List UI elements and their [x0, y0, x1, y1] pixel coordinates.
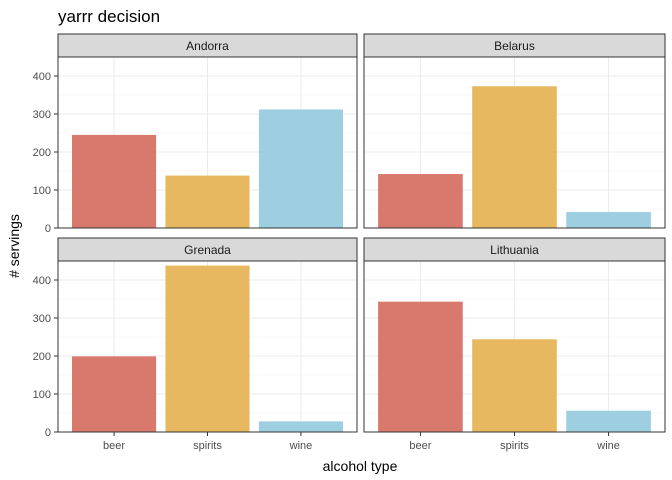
bar-wine: [258, 421, 343, 432]
x-tick-label: wine: [289, 440, 313, 452]
bar-wine: [566, 410, 651, 432]
bar-beer: [72, 134, 157, 228]
y-axis-title: # servings: [6, 214, 22, 278]
facet-label: Andorra: [186, 39, 229, 53]
bar-spirits: [472, 339, 557, 432]
y-tick-label: 0: [45, 427, 51, 439]
panel-border: [363, 56, 666, 229]
y-tick-label: 200: [33, 351, 51, 363]
x-tick-label: beer: [409, 440, 431, 452]
facet-label: Belarus: [494, 39, 535, 53]
bar-spirits: [165, 175, 250, 228]
y-tick-label: 100: [33, 389, 51, 401]
y-tick-label: 0: [45, 223, 51, 235]
facet-grenada: Grenada 0 100 200 300 400 beer spirits wine: [33, 237, 358, 452]
x-axis-title: alcohol type: [323, 458, 398, 474]
facet-label: Grenada: [184, 243, 231, 257]
x-tick-label: spirits: [193, 440, 222, 452]
facet-lithuania: Lithuania beer spirits wine: [363, 237, 666, 452]
x-tick-label: beer: [103, 440, 125, 452]
facet-belarus: Belarus: [363, 33, 666, 229]
chart-title: yarrr decision: [58, 7, 160, 26]
facet-andorra: Andorra 0 100 200 300 400: [33, 33, 358, 235]
y-tick-label: 400: [33, 275, 51, 287]
facet-label: Lithuania: [490, 243, 539, 257]
bar-beer: [72, 356, 157, 432]
x-tick-label: spirits: [500, 440, 529, 452]
y-tick-label: 300: [33, 313, 51, 325]
y-tick-label: 100: [33, 185, 51, 197]
bar-spirits: [472, 86, 557, 228]
bar-spirits: [165, 265, 250, 432]
bar-wine: [258, 109, 343, 228]
y-tick-label: 200: [33, 147, 51, 159]
y-tick-label: 400: [33, 71, 51, 83]
bar-beer: [378, 301, 463, 432]
x-tick-label: wine: [596, 440, 620, 452]
bar-wine: [566, 212, 651, 228]
facet-panels: Andorra 0 100 200 300 400 Belarus Grenada 0 100 20…: [33, 33, 666, 452]
panel-border: [57, 56, 358, 229]
bar-beer: [378, 174, 463, 228]
y-tick-label: 300: [33, 109, 51, 121]
